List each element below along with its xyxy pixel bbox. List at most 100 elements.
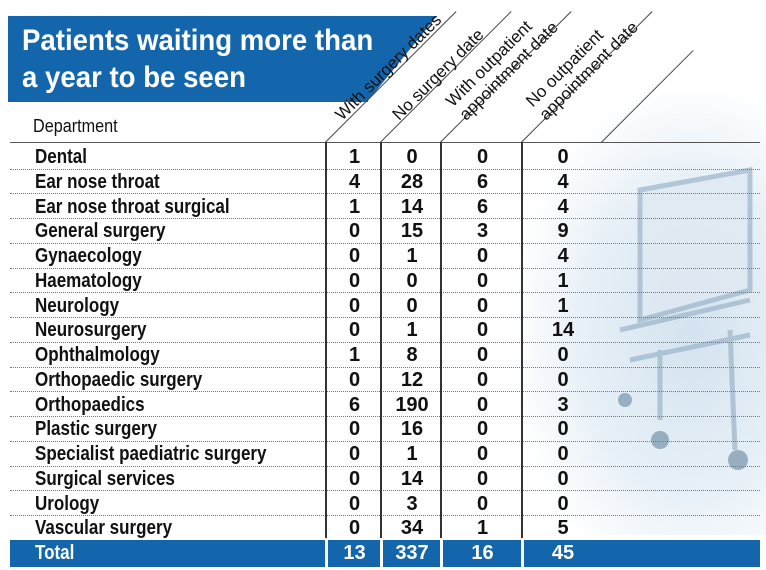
- total-value: 45: [551, 542, 575, 564]
- total-value: 16: [471, 542, 494, 564]
- value-cell: 0: [557, 492, 569, 515]
- column-rule: [440, 142, 442, 538]
- total-row: Total 13 337 16 45: [10, 540, 760, 567]
- department-name: Ear nose throat surgical: [35, 195, 230, 218]
- value-cell: 0: [348, 492, 361, 515]
- department-name: Gynaecology: [35, 245, 142, 267]
- value-cell: 14: [400, 195, 424, 218]
- department-name: Neurosurgery: [35, 319, 147, 342]
- value-cell: 6: [476, 195, 489, 218]
- table-row: Specialist paediatric surgery 0 1 0 0: [10, 441, 760, 467]
- value-cell: 0: [476, 492, 489, 515]
- value-cell: 0: [476, 393, 489, 416]
- value-cell: 0: [557, 146, 569, 168]
- total-value: 13: [343, 542, 366, 564]
- value-cell: 0: [476, 344, 489, 366]
- value-cell: 6: [476, 170, 489, 193]
- total-label: Total: [35, 542, 75, 564]
- column-rule: [380, 142, 382, 538]
- value-cell: 15: [400, 220, 424, 243]
- department-name: Surgical services: [35, 467, 175, 490]
- value-cell: 8: [406, 344, 418, 366]
- value-cell: 0: [557, 344, 569, 366]
- total-column-rule: [521, 540, 524, 567]
- table-row: Orthopaedics 6 190 0 3: [10, 392, 760, 418]
- value-cell: 1: [406, 245, 418, 267]
- value-cell: 1: [348, 344, 361, 366]
- value-cell: 1: [476, 517, 489, 540]
- value-cell: 0: [348, 467, 361, 490]
- value-cell: 4: [557, 245, 569, 267]
- table-row: Vascular surgery 0 34 1 5: [10, 515, 760, 541]
- value-cell: 0: [476, 319, 489, 342]
- department-name: Specialist paediatric surgery: [35, 443, 267, 465]
- total-column-rule: [380, 540, 383, 567]
- value-cell: 0: [476, 443, 489, 465]
- value-cell: 1: [348, 195, 361, 218]
- value-cell: 0: [406, 294, 418, 317]
- value-cell: 4: [348, 170, 361, 193]
- value-cell: 16: [400, 418, 424, 441]
- value-cell: 6: [348, 393, 361, 416]
- chart-title: Patients waiting more than a year to be …: [22, 24, 374, 94]
- value-cell: 190: [395, 393, 429, 416]
- department-name: Plastic surgery: [35, 418, 157, 441]
- value-cell: 0: [476, 467, 489, 490]
- value-cell: 1: [557, 269, 569, 292]
- value-cell: 3: [476, 220, 489, 243]
- value-cell: 14: [400, 467, 424, 490]
- hospital-bed-illustration: [618, 167, 753, 470]
- table-row: Gynaecology 0 1 0 4: [10, 243, 760, 269]
- value-cell: 0: [348, 220, 361, 243]
- department-name: Vascular surgery: [35, 517, 173, 540]
- value-cell: 0: [406, 146, 418, 168]
- value-cell: 3: [557, 393, 569, 416]
- value-cell: 1: [406, 319, 418, 342]
- value-cell: 12: [400, 368, 424, 391]
- value-cell: 0: [348, 269, 361, 292]
- value-cell: 14: [551, 319, 575, 342]
- department-name: Ophthalmology: [35, 344, 160, 366]
- value-cell: 0: [476, 368, 489, 391]
- table-row: Haematology 0 0 0 1: [10, 268, 760, 294]
- value-cell: 34: [400, 517, 424, 540]
- table-row: Ophthalmology 1 8 0 0: [10, 342, 760, 368]
- department-name: Dental: [35, 146, 87, 168]
- value-cell: 0: [476, 418, 489, 441]
- value-cell: 1: [406, 443, 418, 465]
- table-row: Orthopaedic surgery 0 12 0 0: [10, 367, 760, 393]
- table-row: Surgical services 0 14 0 0: [10, 466, 760, 492]
- value-cell: 3: [406, 492, 418, 515]
- value-cell: 0: [348, 443, 361, 465]
- department-name: Urology: [35, 492, 100, 515]
- table-row: Neurosurgery 0 1 0 14: [10, 317, 760, 343]
- department-name: Orthopaedic surgery: [35, 368, 203, 391]
- value-cell: 0: [406, 269, 418, 292]
- table-row: Ear nose throat surgical 1 14 6 4: [10, 194, 760, 220]
- department-name: Orthopaedics: [35, 393, 145, 416]
- value-cell: 1: [557, 294, 569, 317]
- value-cell: 0: [348, 368, 361, 391]
- value-cell: 0: [557, 467, 569, 490]
- value-cell: 0: [557, 443, 569, 465]
- table-row: Neurology 0 0 0 1: [10, 293, 760, 319]
- total-column-rule: [440, 540, 443, 567]
- header-rule: [10, 142, 760, 143]
- value-cell: 0: [557, 368, 569, 391]
- table-row: Ear nose throat 4 28 6 4: [10, 169, 760, 195]
- value-cell: 1: [348, 146, 361, 168]
- value-cell: 0: [348, 319, 361, 342]
- value-cell: 9: [557, 220, 569, 243]
- column-rule: [325, 142, 327, 538]
- department-name: Ear nose throat: [35, 170, 160, 193]
- total-column-rule: [325, 540, 328, 567]
- department-name: Neurology: [35, 294, 120, 317]
- table-row: General surgery 0 15 3 9: [10, 218, 760, 244]
- department-name: General surgery: [35, 220, 166, 243]
- value-cell: 0: [348, 418, 361, 441]
- table-row: Plastic surgery 0 16 0 0: [10, 416, 760, 442]
- title-banner: [8, 16, 368, 102]
- value-cell: 5: [557, 517, 569, 540]
- department-column-header: Department: [33, 116, 118, 136]
- value-cell: 4: [557, 170, 569, 193]
